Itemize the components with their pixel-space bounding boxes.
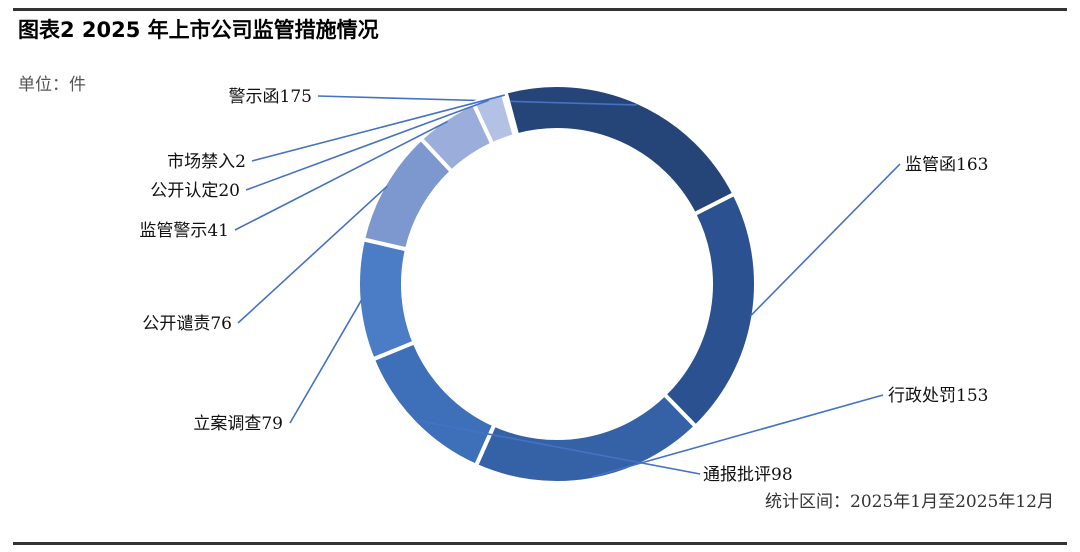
- chart-title: 图表2 2025 年上市公司监管措施情况: [18, 18, 379, 42]
- slice-label-4: 通报批评98: [703, 465, 793, 485]
- leader-line-5: [289, 299, 363, 424]
- slice-label-9: 市场禁入2: [167, 152, 246, 172]
- unit-label: 单位：件: [18, 75, 86, 95]
- donut-slice-9: [500, 89, 520, 138]
- donut-slice-4: [370, 340, 497, 468]
- donut-slice-5: [356, 237, 417, 362]
- slice-label-2: 监管函163: [905, 155, 988, 175]
- donut-slice-2: [662, 191, 758, 429]
- leader-line-6: [237, 185, 388, 324]
- slice-label-8: 公开认定20: [150, 181, 240, 201]
- slice-label-6: 公开谴责76: [142, 314, 232, 334]
- slice-label-5: 立案调查79: [193, 414, 283, 434]
- bottom-rule: [13, 542, 1067, 545]
- slice-label-7: 监管警示41: [139, 221, 229, 241]
- leader-line-7: [234, 120, 448, 231]
- leader-line-2: [749, 163, 901, 317]
- slice-label-1: 警示函175: [229, 87, 312, 107]
- leader-line-9: [251, 94, 506, 162]
- source-note: 统计区间：2025年1月至2025年12月: [765, 492, 1054, 512]
- slice-label-3: 行政处罚153: [888, 386, 988, 406]
- leader-line-8: [245, 99, 490, 191]
- leader-line-4: [416, 419, 701, 475]
- top-rule: [13, 8, 1067, 11]
